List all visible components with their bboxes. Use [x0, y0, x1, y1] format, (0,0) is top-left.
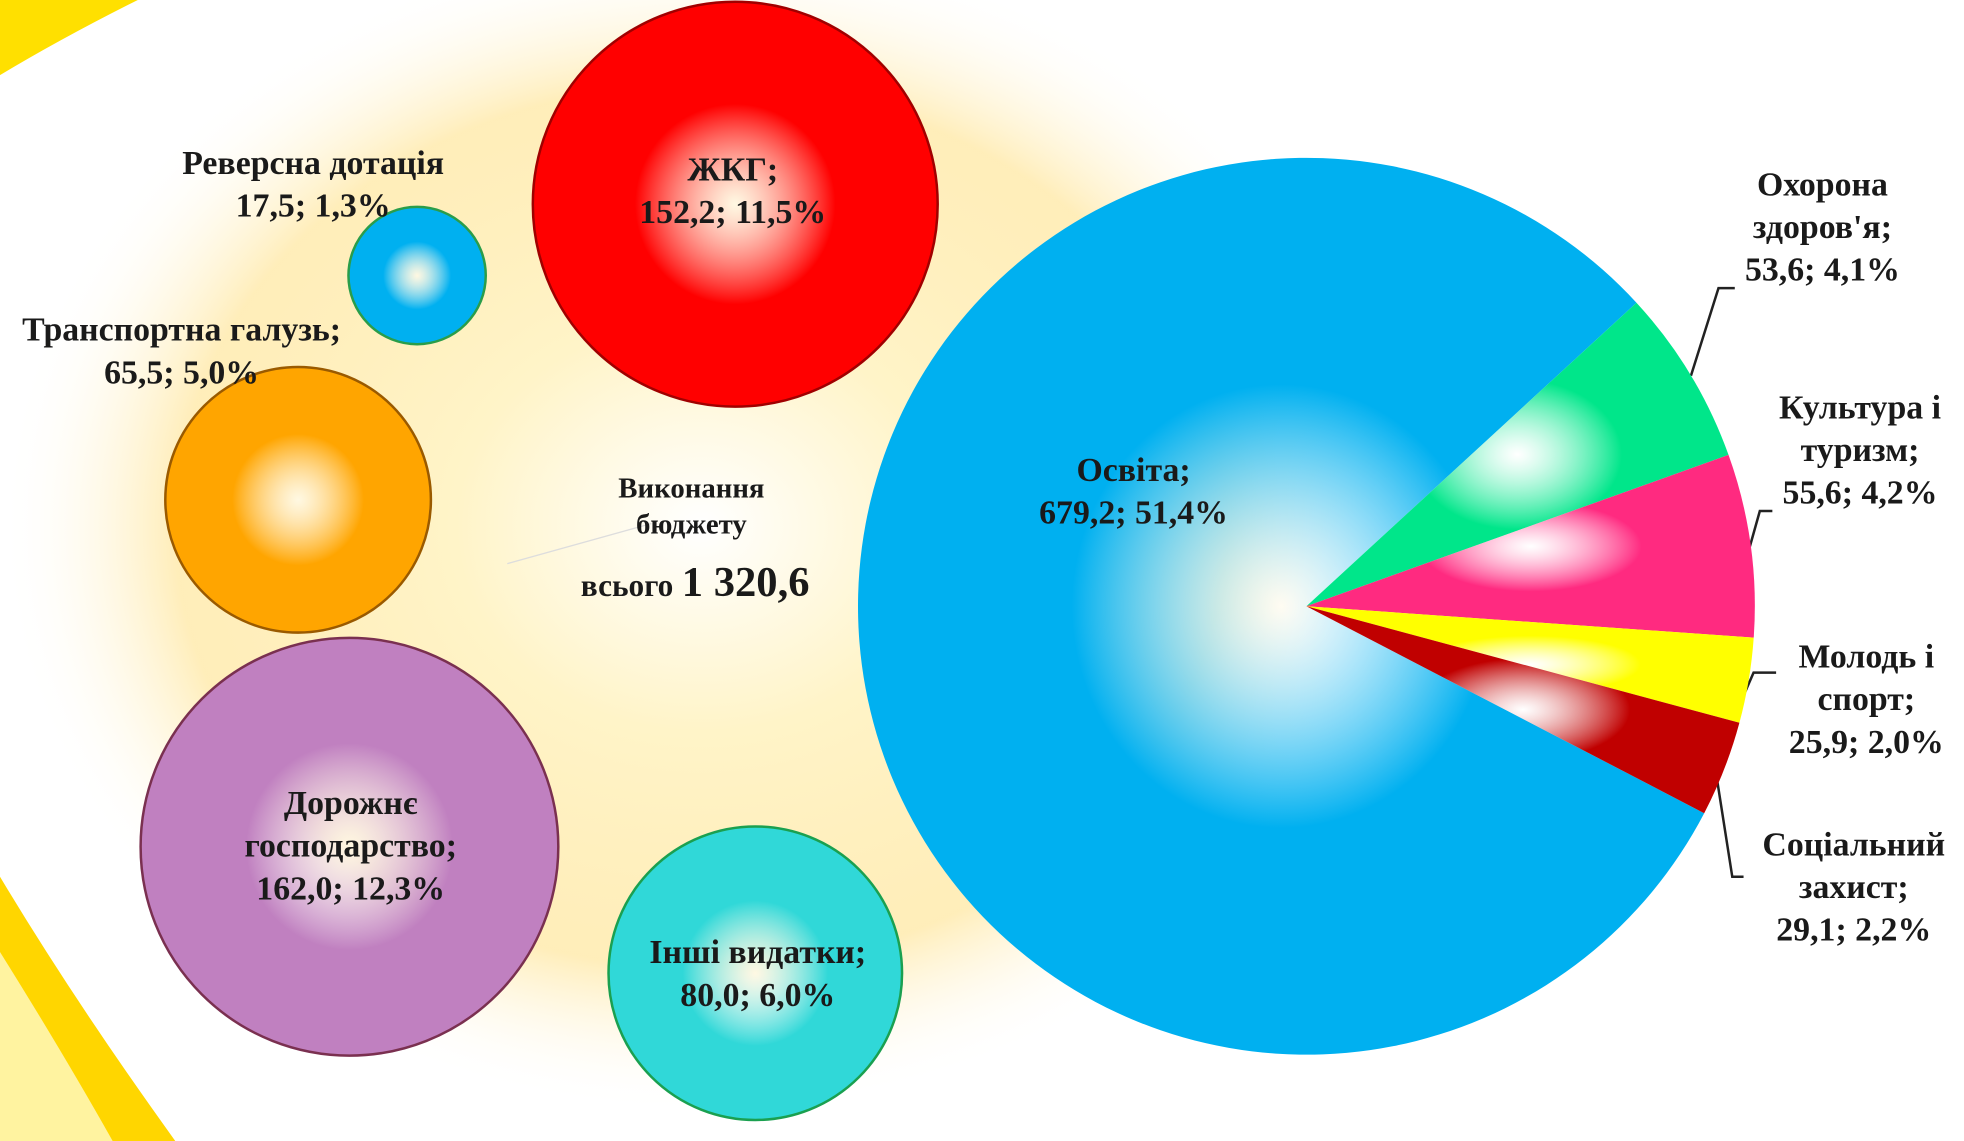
total: всього 1 320,6 [501, 559, 889, 613]
category: Дорожнє господарство; [244, 784, 457, 865]
category: ЖКГ; [687, 150, 779, 188]
value-label: 53,6; [1744, 250, 1816, 289]
bubble [164, 365, 433, 634]
bubble [607, 825, 904, 1122]
data-label: Реверсна дотація 17,5; 1,3% [150, 142, 476, 227]
leader [1714, 772, 1744, 879]
leader [1747, 509, 1773, 552]
category: Реверсна дотація [182, 144, 445, 182]
total-value: 1 320,6 [681, 559, 810, 607]
leader [1689, 286, 1735, 377]
swoosh [0, 0, 138, 76]
value-label: 679,2; [1039, 493, 1127, 532]
percent-label: 12,3% [352, 869, 446, 907]
value-label: 17,5; [235, 186, 307, 225]
bubble [139, 636, 560, 1057]
data-label: Соціальний захист; 29,1; 2,2% [1735, 823, 1964, 951]
pie-slice [857, 157, 1705, 1055]
category: Охорона здоров'я; [1752, 165, 1892, 246]
percent-label: 2,0% [1867, 722, 1944, 761]
value-label: 152,2; [639, 192, 727, 231]
category: Молодь і спорт; [1798, 637, 1935, 718]
data-label: Молодь і спорт; 25,9; 2,0% [1760, 635, 1964, 763]
value-label: 55,6; [1782, 473, 1853, 512]
percent-label: 1,3% [314, 186, 391, 225]
data-label: ЖКГ; 152,2; 11,5% [551, 148, 914, 233]
value-label: 25,9; [1788, 722, 1860, 761]
category: Освіта; [1076, 450, 1191, 489]
total-caption: Виконання бюджету [618, 472, 765, 540]
data-label: Охорона здоров'я; 53,6; 4,1% [1716, 163, 1929, 291]
category: Культура і туризм; [1779, 388, 1942, 469]
data-label: Культура і туризм; 55,6; 4,2% [1754, 386, 1964, 514]
percent-label: 6,0% [759, 975, 836, 1014]
pie-slice [1306, 606, 1754, 723]
percent-label: 5,0% [183, 353, 260, 391]
value-label: 80,0; [680, 975, 751, 1014]
leader [507, 522, 652, 565]
percent-label: 51,4% [1134, 493, 1228, 532]
bubble [347, 205, 487, 346]
category: Транспортна галузь; [22, 310, 342, 349]
swoosh [0, 951, 113, 1141]
bubble [531, 0, 939, 408]
data-label: Дорожнє господарство; 162,0; 12,3% [188, 782, 514, 910]
pie-slice [1306, 302, 1729, 607]
pie-slice [1306, 454, 1755, 638]
data-label: Освіта; 679,2; 51,4% [990, 448, 1278, 533]
percent-label: 4,2% [1861, 473, 1938, 512]
percent-label: 2,2% [1855, 910, 1932, 949]
data-label: Транспортна галузь; 65,5; 5,0% [0, 308, 363, 393]
category: Інші видатки; [649, 933, 867, 971]
data-label: Інші видатки; 80,0; 6,0% [589, 931, 927, 1016]
pie-slice [1306, 606, 1740, 814]
percent-label: 11,5% [735, 192, 827, 231]
value-label: 65,5; [104, 353, 175, 391]
total-prefix: всього [580, 569, 674, 604]
percent-label: 4,1% [1823, 250, 1900, 289]
value-label: 29,1; [1776, 910, 1847, 949]
value-label: 162,0; [256, 869, 344, 907]
category: Соціальний захист; [1762, 825, 1946, 906]
